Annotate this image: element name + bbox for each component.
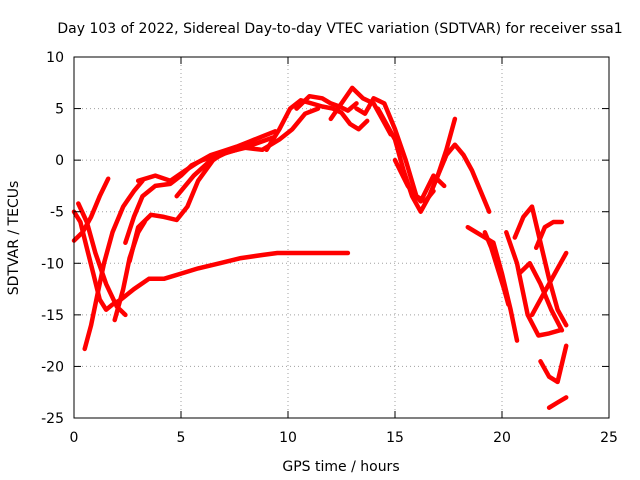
- series-track-10: [264, 98, 370, 153]
- y-tick-label: 0: [55, 153, 64, 169]
- series-track-22: [529, 250, 569, 318]
- y-tick-label: -10: [41, 256, 64, 272]
- series-track-2: [71, 176, 111, 243]
- series-track-18: [482, 230, 511, 307]
- series-track-24: [538, 343, 569, 385]
- series-track-17: [465, 224, 520, 343]
- series-track-1: [71, 209, 351, 312]
- x-tick-label: 5: [177, 430, 186, 446]
- x-axis-label: GPS time / hours: [282, 459, 399, 475]
- series-track-9: [174, 106, 321, 199]
- y-axis-label: SDTVAR / TECUs: [6, 181, 22, 296]
- plot-frame: [73, 56, 610, 419]
- series-track-4: [82, 178, 145, 352]
- x-tick-label: 0: [70, 430, 79, 446]
- y-tick-label: -25: [41, 411, 64, 427]
- series-track-16: [426, 142, 492, 214]
- x-tick-label: 25: [600, 430, 618, 446]
- series-track-25: [546, 395, 569, 410]
- series-track-8: [135, 129, 278, 184]
- y-tick-label: 5: [55, 102, 64, 118]
- chart-title: Day 103 of 2022, Sidereal Day-to-day VTE…: [57, 21, 622, 37]
- x-tick-label: 10: [279, 430, 297, 446]
- y-tick-label: 10: [46, 50, 64, 66]
- series-track-11: [294, 93, 359, 113]
- x-tick-label: 15: [386, 430, 404, 446]
- x-tick-label: 20: [493, 430, 511, 446]
- series-track-19: [504, 230, 563, 338]
- series-track-21: [516, 261, 565, 333]
- data-series-layer: [71, 85, 569, 410]
- y-tick-label: -15: [41, 308, 64, 324]
- axis-ticks: 0 5 10 15 20 25 -25 -20 -15 -10 -5 0 5 10: [41, 50, 618, 446]
- series-track-7: [127, 147, 231, 264]
- series-track-6: [123, 135, 276, 245]
- y-tick-label: -20: [41, 359, 64, 375]
- series-track-23: [533, 219, 565, 251]
- y-tick-label: -5: [50, 205, 64, 221]
